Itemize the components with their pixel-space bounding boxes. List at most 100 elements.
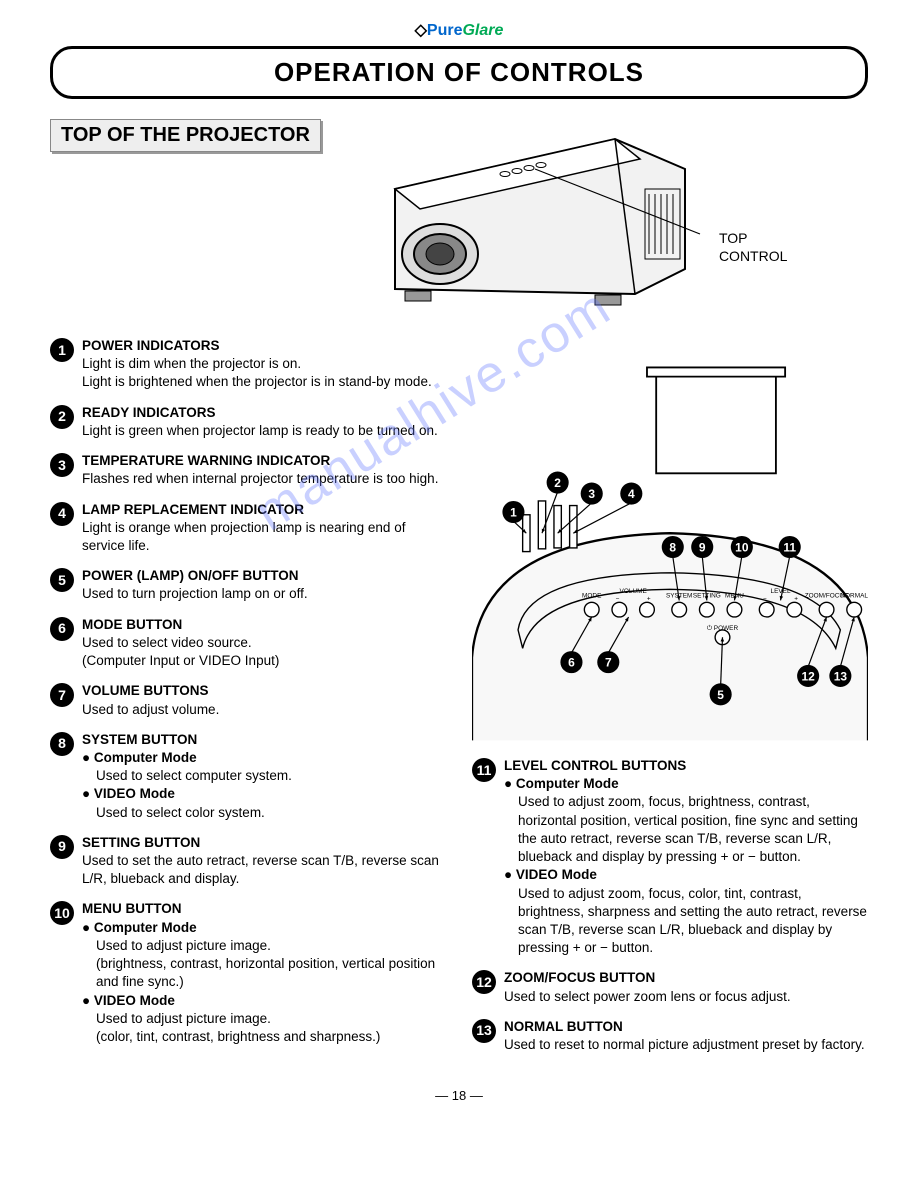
svg-text:11: 11 — [783, 541, 796, 555]
number-badge: 8 — [50, 732, 74, 756]
item-desc: Used to set the auto retract, reverse sc… — [82, 852, 446, 888]
control-item: 11LEVEL CONTROL BUTTONSComputer ModeUsed… — [472, 757, 868, 957]
item-desc: Used to adjust volume. — [82, 701, 446, 719]
panel-label: + — [794, 595, 798, 602]
diagram-badge: 13 — [829, 665, 851, 687]
item-desc: Used to reset to normal picture adjustme… — [504, 1036, 868, 1054]
diagram-badge: 9 — [691, 536, 713, 558]
item-title: NORMAL BUTTON — [504, 1018, 868, 1036]
item-title: POWER INDICATORS — [82, 337, 446, 355]
panel-label: − — [763, 595, 767, 602]
left-column: 1 POWER INDICATORSLight is dim when the p… — [50, 337, 446, 1066]
svg-text:10: 10 — [735, 541, 749, 555]
page-title: OPERATION OF CONTROLS — [50, 46, 868, 99]
right-column: MODEVOLUME−+SYSTEMSETTINGMENULEVEL−+ZOOM… — [472, 337, 868, 1066]
svg-text:8: 8 — [669, 541, 676, 555]
number-badge: 12 — [472, 970, 496, 994]
item-title: MENU BUTTON — [82, 900, 446, 918]
svg-text:9: 9 — [699, 541, 706, 555]
item-title: POWER (LAMP) ON/OFF BUTTON — [82, 567, 446, 585]
control-item: 6MODE BUTTONUsed to select video source.… — [50, 616, 446, 671]
panel-button — [847, 602, 862, 617]
callout-label: TOP CONTROL — [719, 229, 787, 265]
item-desc: Used to select power zoom lens or focus … — [504, 988, 868, 1006]
sub-mode: VIDEO Mode — [504, 866, 868, 884]
item-desc: Light is green when projector lamp is re… — [82, 422, 446, 440]
item-title: TEMPERATURE WARNING INDICATOR — [82, 452, 446, 470]
sub-desc: Used to adjust picture image. (brightnes… — [96, 937, 446, 992]
diagram-badge: 12 — [797, 665, 819, 687]
svg-text:3: 3 — [588, 487, 595, 501]
number-badge: 2 — [50, 405, 74, 429]
item-title: VOLUME BUTTONS — [82, 682, 446, 700]
svg-text:5: 5 — [717, 688, 724, 702]
sub-desc: Used to select computer system. — [96, 767, 446, 785]
sub-mode: Computer Mode — [82, 749, 446, 767]
sub-desc: Used to select color system. — [96, 804, 446, 822]
panel-button — [640, 602, 655, 617]
panel-button — [672, 602, 687, 617]
item-title: SYSTEM BUTTON — [82, 731, 446, 749]
panel-button — [787, 602, 802, 617]
number-badge: 5 — [50, 568, 74, 592]
diagram-badge: 10 — [731, 536, 753, 558]
number-badge: 7 — [50, 683, 74, 707]
control-item: 13 NORMAL BUTTONUsed to reset to normal p… — [472, 1018, 868, 1054]
diagram-badge: 8 — [662, 536, 684, 558]
item-title: MODE BUTTON — [82, 616, 446, 634]
number-badge: 1 — [50, 338, 74, 362]
control-item: 12 ZOOM/FOCUS BUTTONUsed to select power … — [472, 969, 868, 1005]
diagram-badge: 1 — [502, 501, 524, 523]
item-title: SETTING BUTTON — [82, 834, 446, 852]
panel-label: MODE — [582, 593, 602, 600]
number-badge: 13 — [472, 1019, 496, 1043]
item-desc: Used to select video source. (Computer I… — [82, 634, 446, 670]
item-title: LEVEL CONTROL BUTTONS — [504, 757, 868, 775]
diagram-badge: 6 — [560, 651, 582, 673]
sub-mode: VIDEO Mode — [82, 992, 446, 1010]
diagram-badge: 4 — [620, 483, 642, 505]
svg-text:1: 1 — [510, 506, 517, 520]
item-desc: Light is orange when projection lamp is … — [82, 519, 446, 555]
projector-illustration — [335, 119, 705, 319]
brand-logo: ◇PureGlare — [50, 20, 868, 40]
item-title: LAMP REPLACEMENT INDICATOR — [82, 501, 446, 519]
item-title: ZOOM/FOCUS BUTTON — [504, 969, 868, 987]
panel-label: ⏻ POWER — [707, 625, 739, 632]
panel-label: VOLUME — [620, 588, 648, 595]
svg-text:12: 12 — [801, 670, 815, 684]
number-badge: 11 — [472, 758, 496, 782]
panel-label: + — [647, 595, 651, 602]
control-item: 7 VOLUME BUTTONSUsed to adjust volume. — [50, 682, 446, 718]
number-badge: 10 — [50, 901, 74, 925]
control-panel-diagram: MODEVOLUME−+SYSTEMSETTINGMENULEVEL−+ZOOM… — [472, 337, 868, 757]
item-desc: Light is dim when the projector is on. L… — [82, 355, 446, 391]
sub-desc: Used to adjust picture image. (color, ti… — [96, 1010, 446, 1046]
section-header: TOP OF THE PROJECTOR — [50, 119, 321, 152]
panel-button — [699, 602, 714, 617]
item-title: READY INDICATORS — [82, 404, 446, 422]
sub-mode: Computer Mode — [504, 775, 868, 793]
svg-text:4: 4 — [628, 487, 635, 501]
control-item: 2 READY INDICATORSLight is green when pro… — [50, 404, 446, 440]
diagram-badge: 5 — [710, 683, 732, 705]
diagram-badge: 3 — [581, 483, 603, 505]
number-badge: 4 — [50, 502, 74, 526]
control-item: 10MENU BUTTONComputer ModeUsed to adjust… — [50, 900, 446, 1046]
panel-button — [584, 602, 599, 617]
panel-button — [819, 602, 834, 617]
sub-desc: Used to adjust zoom, focus, brightness, … — [518, 793, 868, 866]
sub-desc: Used to adjust zoom, focus, color, tint,… — [518, 885, 868, 958]
page-number: — 18 — — [50, 1088, 868, 1103]
panel-button — [759, 602, 774, 617]
panel-label: LEVEL — [770, 588, 790, 595]
sub-mode: Computer Mode — [82, 919, 446, 937]
number-badge: 3 — [50, 453, 74, 477]
panel-label: − — [616, 595, 620, 602]
control-item: 4 LAMP REPLACEMENT INDICATORLight is oran… — [50, 501, 446, 556]
svg-text:2: 2 — [554, 476, 561, 490]
number-badge: 9 — [50, 835, 74, 859]
panel-label: NORMAL — [840, 593, 868, 600]
control-item: 3TEMPERATURE WARNING INDICATORFlashes re… — [50, 452, 446, 488]
svg-text:13: 13 — [834, 670, 848, 684]
